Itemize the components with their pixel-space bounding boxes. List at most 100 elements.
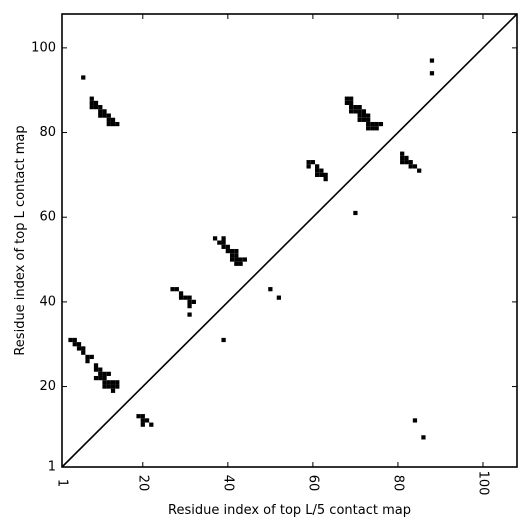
contact-cell-upper [234, 248, 239, 254]
contact-cell-lower [85, 354, 90, 360]
contact-cell-upper [400, 151, 405, 156]
contact-cell-upper [378, 121, 384, 127]
contact-cell-upper [89, 100, 94, 106]
contact-cell-lower [102, 371, 107, 376]
contact-cell-upper [374, 126, 379, 131]
contact-cell-upper [98, 109, 103, 114]
contact-cell-upper [361, 113, 367, 118]
contact-cell-upper [306, 160, 311, 165]
contact-cell-lower [102, 380, 107, 385]
contact-cell-lower [106, 384, 111, 389]
x-tick-label: 1 [55, 479, 70, 487]
contact-cell-upper [429, 71, 435, 76]
contact-cell-lower [110, 380, 116, 385]
contact-cell-upper [89, 96, 94, 101]
contact-cell-upper [217, 240, 222, 245]
contact-cell-upper [276, 295, 281, 300]
plot-frame [61, 13, 518, 468]
contact-cell-lower [102, 375, 107, 381]
contact-cell-upper [229, 257, 235, 262]
diagonal-line [61, 13, 518, 468]
contact-cell-upper [370, 121, 375, 127]
contact-cell-upper [408, 164, 413, 169]
contact-cell-upper [353, 210, 358, 216]
contact-cell-upper [349, 105, 354, 110]
contact-cell-lower [149, 422, 154, 427]
contact-cell-lower [191, 299, 196, 304]
contact-cell-lower [81, 350, 86, 355]
contact-cell-upper [106, 113, 111, 118]
contact-cell-upper [310, 160, 316, 165]
contact-cell-upper [315, 172, 320, 177]
contact-cell-upper [93, 105, 99, 110]
y-tick-label: 100 [31, 40, 56, 55]
contact-cell-upper [323, 177, 328, 182]
contact-cell-upper [412, 164, 418, 169]
contact-cell-upper [429, 58, 435, 63]
contact-cell-upper [238, 261, 243, 266]
contact-cell-lower [93, 363, 99, 368]
contact-cell-upper [98, 105, 103, 110]
contact-cell-upper [366, 126, 371, 131]
contact-cell-upper [110, 121, 116, 127]
contact-cell-upper [366, 113, 371, 118]
contact-cell-upper [225, 244, 230, 249]
contact-cell-lower [106, 380, 111, 385]
contact-cell-upper [89, 105, 94, 110]
contact-cell-upper [315, 168, 320, 173]
contact-cell-lower [93, 375, 99, 381]
contact-cell-upper [234, 257, 239, 262]
y-tick-label: 1 [48, 460, 56, 475]
contact-cell-lower [170, 287, 175, 292]
contact-cell-lower [187, 295, 192, 300]
y-tick-label: 20 [39, 379, 56, 394]
contact-cell-lower [98, 375, 103, 381]
contact-cell-upper [353, 109, 358, 114]
contact-cell-upper [357, 109, 362, 114]
contact-cell-lower [76, 342, 82, 347]
contact-cell-upper [221, 236, 226, 241]
contact-cell-lower [106, 371, 111, 376]
contact-cell-upper [366, 121, 371, 127]
contact-cell-upper [370, 126, 375, 131]
contact-cell-lower [68, 337, 73, 343]
contact-cell-lower [140, 414, 145, 419]
contact-cell-lower [183, 295, 188, 300]
contact-cell-lower [72, 337, 77, 343]
contact-cell-upper [344, 96, 350, 101]
contact-cell-upper [110, 117, 116, 122]
contact-cell-upper [93, 100, 99, 106]
contact-cell-upper [81, 75, 86, 80]
contact-cell-lower [98, 367, 103, 372]
contact-cell-lower [115, 384, 120, 389]
x-tick-label: 60 [305, 475, 320, 492]
contact-cell-upper [221, 240, 226, 245]
contact-cell-upper [349, 109, 354, 114]
y-tick-label: 40 [39, 294, 56, 309]
x-tick-label: 100 [475, 471, 490, 496]
contact-cell-lower [187, 312, 192, 317]
contact-cell-lower [421, 435, 426, 440]
contact-cell-upper [349, 96, 354, 101]
contact-cell-lower [102, 384, 107, 389]
contact-cell-upper [400, 155, 405, 161]
contact-cell-lower [110, 388, 116, 393]
contact-cell-upper [417, 168, 422, 173]
contact-cell-upper [319, 168, 324, 173]
contact-cell-upper [106, 121, 111, 127]
contact-cell-upper [106, 117, 111, 122]
x-tick-label: 20 [135, 475, 150, 492]
contact-cell-lower [140, 418, 145, 423]
contact-cells [68, 58, 435, 440]
contact-cell-upper [115, 121, 120, 127]
contact-cell-upper [229, 253, 235, 258]
contact-cell-lower [76, 346, 82, 351]
contact-cell-upper [315, 164, 320, 169]
contact-cell-upper [268, 287, 273, 292]
contact-cell-upper [361, 109, 367, 114]
contact-cell-lower [89, 354, 94, 360]
contact-cell-upper [221, 244, 226, 249]
contact-cell-lower [85, 359, 90, 364]
